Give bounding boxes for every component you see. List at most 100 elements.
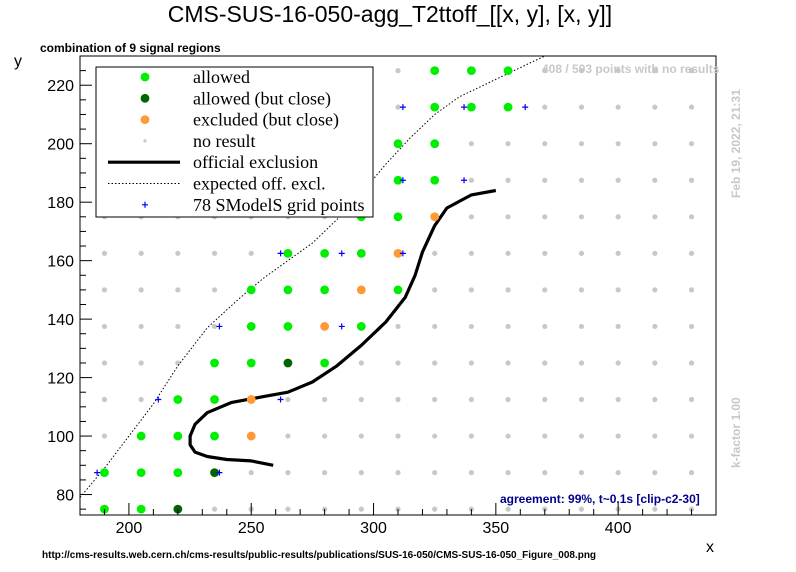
no-result-point bbox=[322, 470, 328, 476]
no-result-point bbox=[542, 323, 548, 330]
no-result-point bbox=[652, 287, 658, 293]
no-result-point bbox=[395, 68, 401, 74]
no-result-point bbox=[578, 104, 585, 110]
allowed-point bbox=[430, 102, 440, 112]
legend-swatch bbox=[140, 93, 150, 103]
allowed-close-point bbox=[210, 468, 219, 478]
legend-swatch bbox=[142, 201, 148, 208]
no-result-point bbox=[578, 214, 585, 220]
x-tick-label: 250 bbox=[238, 520, 265, 537]
agreement-label: agreement: 99%, t~0.1s [clip-c2-30] bbox=[500, 492, 700, 506]
excluded-close-point bbox=[430, 212, 440, 222]
no-result-point bbox=[432, 470, 438, 476]
kfactor-label: k-factor 1.00 bbox=[729, 397, 743, 468]
legend-label: no result bbox=[193, 131, 256, 151]
no-result-point bbox=[505, 214, 511, 220]
allowed-point bbox=[320, 358, 330, 368]
no-result-point bbox=[175, 287, 181, 293]
allowed-point bbox=[466, 102, 476, 112]
no-result-point bbox=[358, 506, 364, 512]
no-result-point bbox=[432, 506, 438, 512]
x-tick-label: 200 bbox=[116, 520, 143, 537]
x-axis-label: x bbox=[706, 539, 714, 556]
no-result-point bbox=[285, 396, 291, 403]
grid-point-cross bbox=[399, 250, 406, 257]
x-tick-label: 300 bbox=[360, 520, 387, 537]
no-result-point bbox=[578, 141, 585, 147]
no-result-point bbox=[358, 470, 364, 476]
no-result-point bbox=[285, 470, 291, 476]
no-result-point bbox=[615, 104, 621, 110]
no-result-point bbox=[688, 177, 695, 183]
legend-label: allowed bbox=[193, 67, 250, 87]
no-result-point bbox=[322, 396, 328, 403]
no-result-point bbox=[248, 250, 254, 256]
allowed-point bbox=[210, 395, 219, 404]
allowed-point bbox=[503, 102, 513, 112]
axis-ticks: 200 250 300 350 400 80 100 120 140 160 180 200 220 bbox=[47, 55, 717, 537]
no-result-point bbox=[138, 287, 144, 293]
no-result-point bbox=[542, 141, 548, 147]
legend-swatch bbox=[143, 139, 147, 143]
no-result-point bbox=[505, 287, 511, 293]
no-result-point bbox=[101, 250, 108, 256]
no-result-point bbox=[652, 396, 658, 403]
no-result-point bbox=[615, 323, 621, 330]
allowed-point bbox=[356, 322, 366, 331]
x-tick-label: 350 bbox=[482, 520, 509, 537]
no-result-point bbox=[468, 250, 474, 256]
no-result-point bbox=[578, 68, 585, 74]
no-result-point bbox=[395, 104, 401, 110]
no-result-point bbox=[578, 177, 585, 183]
allowed-point bbox=[356, 248, 366, 258]
no-result-point bbox=[211, 323, 218, 330]
no-result-point bbox=[358, 433, 364, 439]
no-result-point bbox=[688, 214, 695, 220]
grid-point-cross bbox=[338, 250, 345, 257]
no-result-point bbox=[615, 470, 621, 476]
allowed-point bbox=[210, 431, 219, 441]
no-result-point bbox=[395, 396, 401, 403]
allowed-point bbox=[430, 139, 440, 149]
no-result-point bbox=[505, 360, 511, 366]
no-result-point bbox=[542, 214, 548, 220]
no-result-point bbox=[468, 177, 474, 183]
legend-label: allowed (but close) bbox=[193, 88, 331, 109]
no-result-point bbox=[688, 396, 695, 403]
chart-subtitle: combination of 9 signal regions bbox=[40, 41, 221, 55]
no-result-point bbox=[468, 360, 474, 366]
grid-point-cross bbox=[461, 177, 468, 184]
no-result-point bbox=[578, 433, 585, 439]
no-result-point bbox=[432, 250, 438, 256]
grid-point-cross bbox=[461, 104, 468, 111]
grid-point-cross bbox=[216, 323, 223, 330]
no-result-point bbox=[578, 250, 585, 256]
no-result-point bbox=[358, 396, 364, 403]
no-result-point bbox=[578, 470, 585, 476]
no-result-point bbox=[542, 360, 548, 366]
no-result-point bbox=[615, 214, 621, 220]
allowed-point bbox=[283, 248, 293, 258]
grid-point-cross bbox=[522, 104, 529, 111]
no-result-point bbox=[615, 360, 621, 366]
allowed-point bbox=[503, 66, 513, 76]
no-result-point bbox=[101, 396, 108, 403]
no-result-point bbox=[468, 287, 474, 293]
allowed-point bbox=[136, 504, 146, 514]
no-result-point bbox=[688, 104, 695, 110]
no-result-point bbox=[101, 433, 108, 439]
no-result-point bbox=[652, 68, 658, 74]
no-result-point bbox=[395, 470, 401, 476]
no-result-point bbox=[395, 360, 401, 366]
excluded-close-point bbox=[393, 248, 403, 258]
no-result-point bbox=[175, 250, 181, 256]
no-result-point bbox=[505, 141, 511, 147]
no-result-point bbox=[285, 506, 291, 512]
y-tick-label: 100 bbox=[47, 429, 74, 446]
chart-title: CMS-SUS-16-050-agg_T2ttoff_[[x, y], [x, … bbox=[168, 1, 612, 27]
no-result-point bbox=[138, 323, 144, 330]
no-result-point bbox=[468, 141, 474, 147]
y-tick-label: 80 bbox=[56, 488, 74, 505]
y-tick-label: 120 bbox=[47, 371, 74, 388]
